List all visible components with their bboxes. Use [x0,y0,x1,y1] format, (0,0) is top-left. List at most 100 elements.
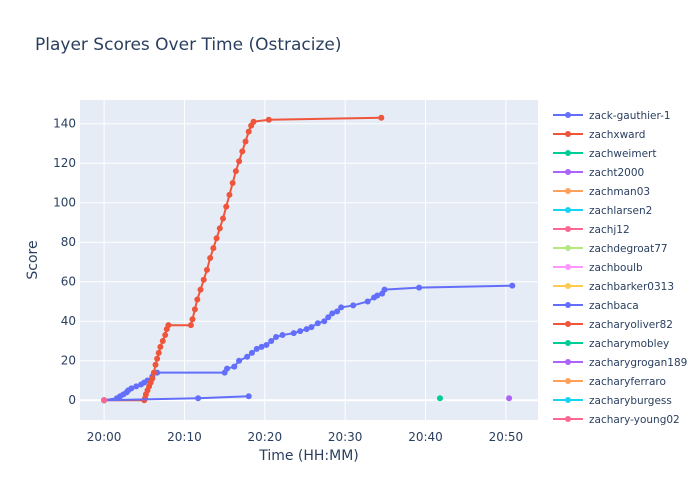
data-point[interactable] [150,369,157,376]
legend-item[interactable]: zachary-young02 [553,414,680,426]
data-point[interactable] [226,191,233,198]
data-point[interactable] [187,322,194,329]
series-zachary-young02[interactable] [101,397,108,404]
data-point[interactable] [244,353,251,360]
x-axis-title: Time (HH:MM) [258,448,359,464]
data-point[interactable] [229,179,236,186]
grid-layer [80,100,538,420]
data-point[interactable] [265,116,272,123]
legend-item[interactable]: zacht2000 [553,167,644,179]
data-point[interactable] [416,284,423,291]
data-point[interactable] [231,363,238,370]
x-tick-label: 20:10 [167,430,202,444]
legend-items: zack-gauthier-1 zachxward zachweimert zacht… [553,110,687,426]
data-point[interactable] [381,286,388,293]
data-point[interactable] [149,375,156,382]
data-point[interactable] [436,395,443,402]
data-point[interactable] [207,255,214,262]
data-point[interactable] [236,158,243,165]
data-point[interactable] [157,343,164,350]
data-point[interactable] [195,395,202,402]
data-point[interactable] [155,349,162,356]
data-point[interactable] [506,395,513,402]
data-point[interactable] [191,306,198,313]
legend-label: zacharygrogan189 [589,357,687,369]
legend-item[interactable]: zacharygrogan189 [553,357,687,369]
legend-item[interactable]: zachdegroat77 [553,243,668,255]
legend-item[interactable]: zack-gauthier-1 [553,110,671,122]
data-point[interactable] [250,118,257,125]
y-tick-label: 20 [61,354,76,368]
data-point[interactable] [258,343,265,350]
legend-swatch-marker [565,321,571,327]
data-point[interactable] [216,225,223,232]
data-point[interactable] [329,310,336,317]
legend-item[interactable]: zacharyburgess [553,395,672,407]
data-point[interactable] [213,235,220,242]
data-point[interactable] [279,332,286,339]
data-point[interactable] [223,203,230,210]
data-point[interactable] [224,365,231,372]
data-point[interactable] [325,314,332,321]
series-zack-gauthier-1[interactable] [101,282,516,404]
data-point[interactable] [350,302,357,309]
legend-item[interactable]: zachweimert [553,148,656,160]
legend-swatch-marker [565,207,571,213]
data-point[interactable] [245,128,252,135]
data-point[interactable] [268,337,275,344]
series-zachweimert[interactable] [436,395,443,402]
data-point[interactable] [101,397,108,404]
legend[interactable]: zack-gauthier-1 zachxward zachweimert zacht… [548,100,696,426]
legend-item[interactable]: zachj12 [553,224,630,236]
data-point[interactable] [263,341,270,348]
data-point[interactable] [374,292,381,299]
legend-item[interactable]: zachbaca [553,300,639,312]
data-point[interactable] [303,326,310,333]
legend-item[interactable]: zachbarker0313 [553,281,674,293]
data-point[interactable] [162,332,169,339]
data-point[interactable] [165,322,172,329]
legend-item[interactable]: zachman03 [553,186,650,198]
data-point[interactable] [239,148,246,155]
legend-item[interactable]: zachboulb [553,262,643,274]
data-point[interactable] [159,337,166,344]
data-point[interactable] [273,334,280,341]
data-point[interactable] [236,357,243,364]
data-point[interactable] [197,286,204,293]
data-point[interactable] [364,298,371,305]
data-point[interactable] [220,215,227,222]
data-point[interactable] [290,330,297,337]
legend-label: zachbarker0313 [589,281,674,293]
series-zachxward[interactable] [101,114,385,404]
data-point[interactable] [203,266,210,273]
data-point[interactable] [194,296,201,303]
data-point[interactable] [509,282,516,289]
legend-item[interactable]: zachlarsen2 [553,205,652,217]
data-point[interactable] [210,245,217,252]
data-point[interactable] [314,320,321,327]
data-point[interactable] [253,345,260,352]
legend-item[interactable]: zacharyferraro [553,376,666,388]
data-point[interactable] [308,324,315,331]
series-zacht2000[interactable] [506,395,513,402]
data-point[interactable] [378,114,385,121]
data-point[interactable] [297,328,304,335]
legend-item[interactable]: zacharymobley [553,338,669,350]
legend-item[interactable]: zachxward [553,129,645,141]
data-point[interactable] [245,393,252,400]
data-point[interactable] [232,168,239,175]
data-point[interactable] [154,355,161,362]
legend-item[interactable]: zacharyoliver82 [553,319,673,331]
data-point[interactable] [133,383,140,390]
data-point[interactable] [334,308,341,315]
legend-label: zachary-young02 [589,414,680,426]
data-point[interactable] [128,385,135,392]
data-point[interactable] [338,304,345,311]
data-point[interactable] [321,318,328,325]
data-point[interactable] [200,276,207,283]
legend-label: zachlarsen2 [589,205,652,217]
data-point[interactable] [248,349,255,356]
data-point[interactable] [242,138,249,145]
data-point[interactable] [152,361,159,368]
data-point[interactable] [189,316,196,323]
